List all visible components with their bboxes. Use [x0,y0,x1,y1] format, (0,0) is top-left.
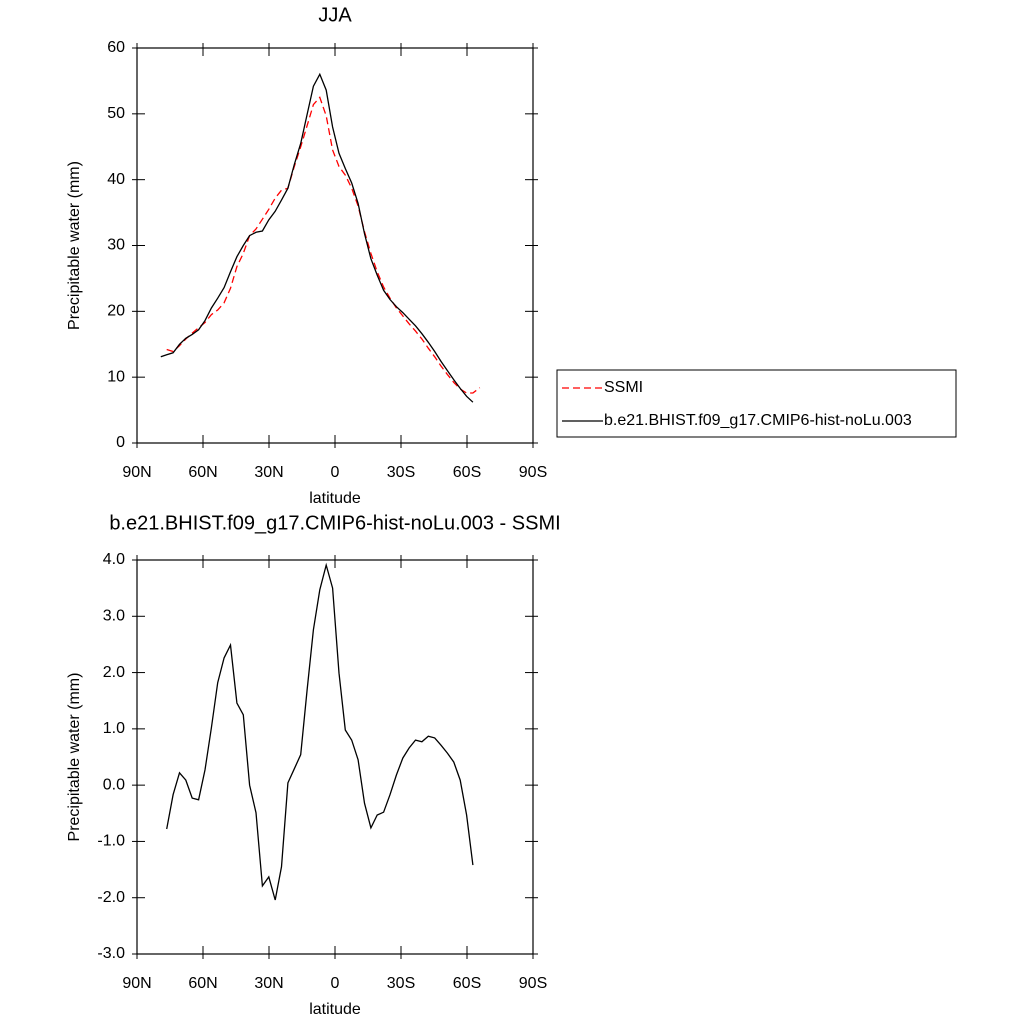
data-line [166,96,481,394]
y-tick-label: 0.0 [103,776,125,793]
x-tick-label: 0 [331,464,340,481]
y-axis-label: Precipitable water (mm) [66,161,83,330]
x-tick-label: 60S [453,464,481,481]
legend-label: SSMI [604,379,643,396]
y-tick-label: 3.0 [103,608,125,625]
legend-box [556,369,957,438]
x-tick-label: 90S [519,975,547,992]
plot-frame [136,47,534,444]
x-tick-label: 90N [122,975,151,992]
chart-title: JJA [318,4,352,26]
x-tick-label: 60N [188,975,217,992]
data-line [160,72,474,403]
y-tick-label: 0 [116,434,125,451]
y-tick-label: 10 [107,368,125,385]
data-line [166,562,474,901]
y-tick-label: 1.0 [103,720,125,737]
y-tick-label: -2.0 [97,889,125,906]
x-tick-label: 30S [387,464,415,481]
y-tick-label: 20 [107,303,125,320]
x-axis-label: latitude [309,1001,361,1018]
x-tick-label: 90N [122,464,151,481]
x-tick-label: 0 [331,975,340,992]
y-tick-label: 40 [107,171,125,188]
y-tick-label: -1.0 [97,833,125,850]
x-tick-label: 30N [254,464,283,481]
y-axis-label: Precipitable water (mm) [66,673,83,842]
x-tick-label: 30N [254,975,283,992]
x-tick-label: 60N [188,464,217,481]
legend-label: b.e21.BHIST.f09_g17.CMIP6-hist-noLu.003 [604,412,912,429]
y-tick-label: 4.0 [103,551,125,568]
y-tick-label: 2.0 [103,664,125,681]
y-tick-label: 30 [107,237,125,254]
y-tick-label: -3.0 [97,945,125,962]
chart-title: b.e21.BHIST.f09_g17.CMIP6-hist-noLu.003 … [109,512,560,534]
x-tick-label: 90S [519,464,547,481]
x-tick-label: 60S [453,975,481,992]
y-tick-label: 60 [107,39,125,56]
y-tick-label: 50 [107,105,125,122]
x-tick-label: 30S [387,975,415,992]
x-axis-label: latitude [309,490,361,507]
